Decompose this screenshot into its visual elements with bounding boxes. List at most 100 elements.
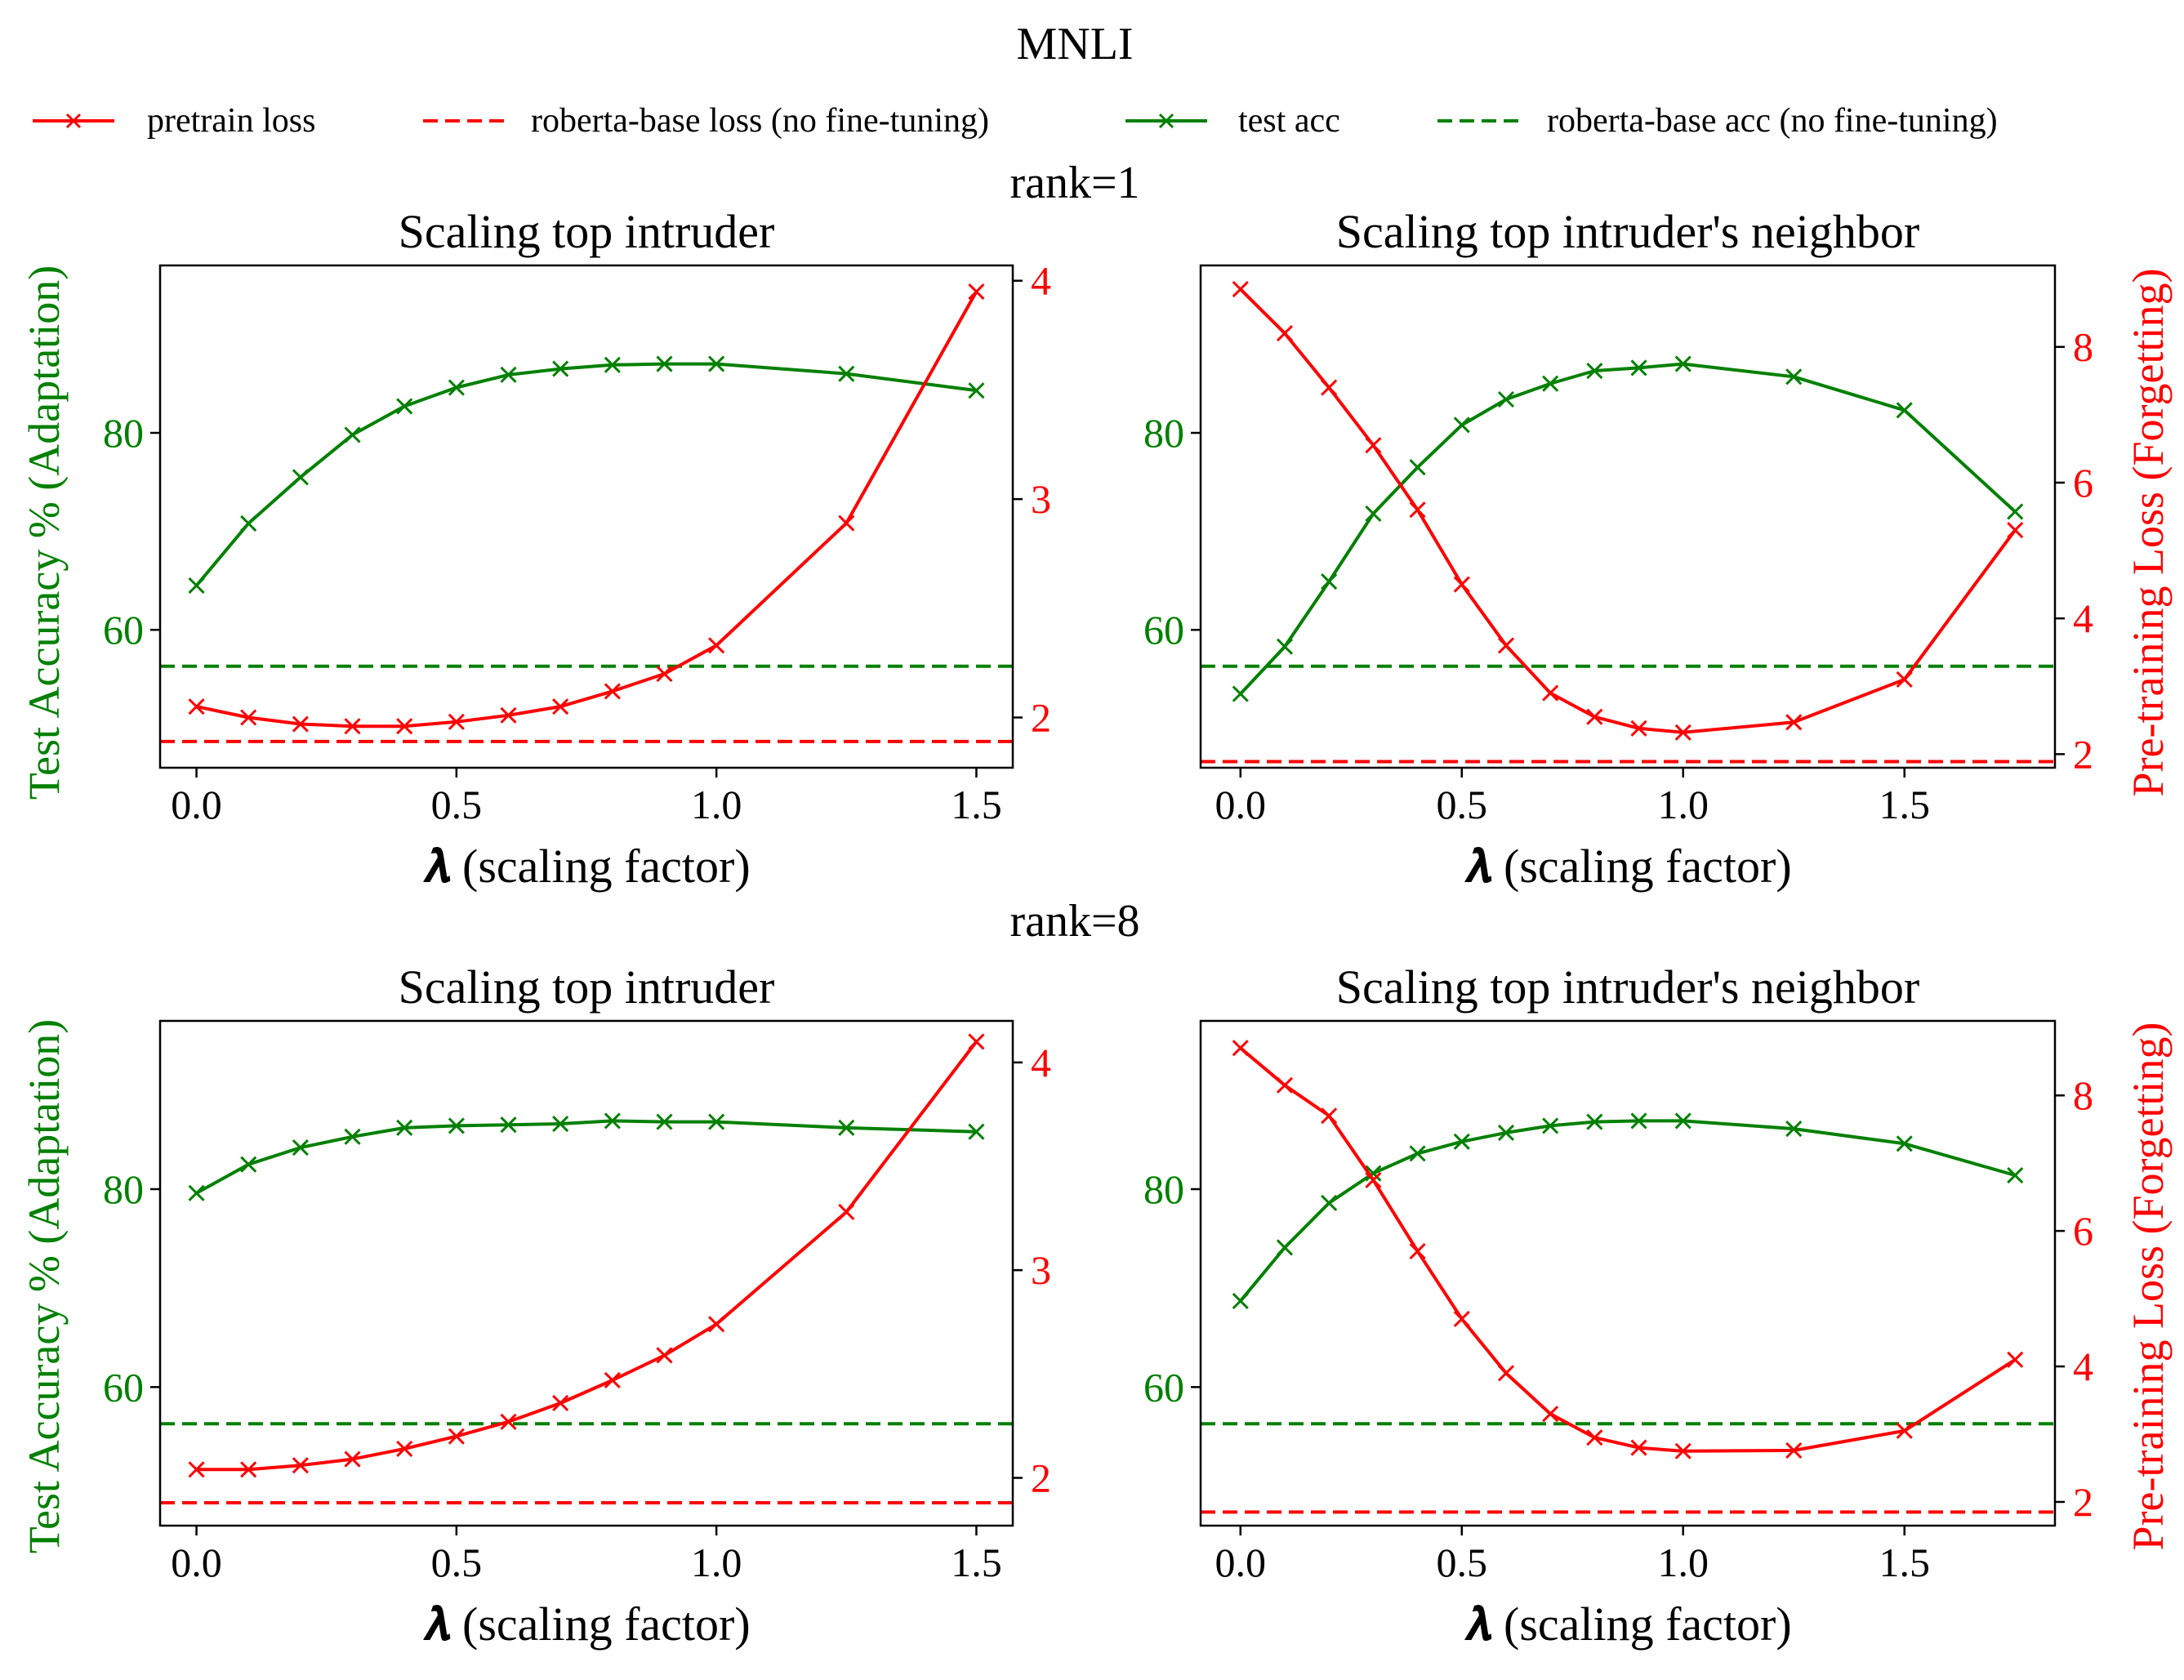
pretrain-loss-point [1542,684,1559,702]
test-acc-point [656,1113,673,1130]
x-tick-label: 0.5 [1437,1540,1488,1585]
y-tick-label-right: 3 [1031,1247,1051,1293]
panel-rank1-intruder-neighbor: Scaling top intruder's neighbor 0.0 0.5 1.0… [1143,205,2093,893]
test-acc-point [1497,390,1515,408]
y-tick-label-right: 4 [1031,1040,1051,1085]
pretrain-loss-point [1232,281,1249,298]
pretrain-loss-point [1497,1365,1515,1382]
y-tick-label-right: 6 [2073,1208,2093,1254]
legend: pretrain loss roberta-base loss (no fine… [33,102,1998,140]
right-ylabel-rank-1: Pre-training Loss (Forgetting) [2124,269,2173,797]
pretrain-loss-point [396,718,413,735]
right-ylabel-rank-8: Pre-training Loss (Forgetting) [2124,1023,2173,1551]
test-acc-point [1542,1117,1559,1134]
test-acc-point [708,1113,725,1130]
pretrain-loss-point [1409,501,1426,519]
legend-label-test-acc: test acc [1238,102,1340,140]
pretrain-loss-point [500,1413,517,1430]
x-tick-label: 1.0 [691,1540,742,1585]
pretrain-loss-point [1276,325,1294,342]
test-acc-point [188,577,205,594]
pretrain-loss-point [1586,708,1603,725]
y-tick-label-right: 2 [1031,695,1051,741]
left-ylabel-rank-8: Test Accuracy % (Adaptation) [20,1019,69,1553]
pretrain-loss-point [1630,720,1647,737]
legend-label-roberta-loss: roberta-base loss (no fine-tuning) [531,102,989,140]
pretrain-loss-point [500,706,517,724]
test-acc-point [1674,355,1691,372]
pretrain-loss-point [1497,637,1515,654]
test-acc-point [1321,573,1338,590]
pretrain-loss-line [1239,1046,2017,1453]
panel-rank1-top-intruder: Scaling top intruder 0.0 0.5 1.0 1.5 60 80 2 3 4 𝝀… [103,205,1051,893]
test-acc-line [1239,1119,2016,1303]
axes-frame [158,264,1014,769]
pretrain-loss-point [1542,1406,1559,1423]
axes-frame [158,1019,1014,1527]
pretrain-loss-point [968,1033,985,1050]
left-ylabel-rank-1: Test Accuracy % (Adaptation) [20,265,69,800]
legend-marker-pretrain-loss [65,113,82,129]
pretrain-loss-point [604,683,621,700]
pretrain-loss-point [838,515,855,532]
test-acc-point [838,365,855,382]
y-tick-label-right: 4 [1031,258,1051,304]
test-acc-point [292,469,309,486]
test-acc-point [1409,1145,1426,1162]
test-acc-point [1365,1165,1382,1182]
y-tick-label-right: 4 [2073,595,2093,641]
x-tick-label: 0.5 [431,1540,483,1585]
test-acc-point [1785,368,1803,385]
row-title-rank-8: rank=8 [1010,896,1139,947]
test-acc-point [1453,417,1470,434]
y-tick-label-left: 60 [103,1364,144,1410]
legend-marker-test-acc [1158,113,1174,129]
y-tick-label-right: 3 [1031,476,1051,522]
x-tick-label: 0.0 [171,1540,222,1585]
pretrain-loss-point [552,1394,569,1412]
test-acc-point [1630,1112,1647,1130]
x-axis-label: 𝝀 (scaling factor) [1464,840,1791,893]
pretrain-loss-point [1276,1076,1294,1094]
pretrain-loss-point [1785,1442,1803,1459]
test-acc-point [708,355,725,372]
pretrain-loss-point [1321,379,1338,396]
y-tick-label-left: 60 [1143,607,1184,653]
x-tick-label: 1.5 [951,1540,1002,1585]
pretrain-loss-line [1239,287,2017,734]
panel-rank8-intruder-neighbor: Scaling top intruder's neighbor 0.0 0.5 1.0… [1143,960,2093,1651]
test-acc-point [1409,459,1426,476]
test-acc-point [1453,1133,1470,1150]
test-acc-line [195,362,977,587]
figure-title: MNLI [1016,19,1133,69]
pretrain-loss-point [188,698,205,715]
y-tick-label-right: 4 [2073,1344,2093,1389]
test-acc-point [656,355,673,372]
test-acc-point [552,1115,569,1133]
test-acc-point [1497,1124,1515,1141]
pretrain-loss-point [344,718,361,735]
x-tick-label: 0.5 [431,782,483,827]
test-acc-point [1232,1292,1249,1309]
pretrain-loss-point [1674,724,1691,741]
pretrain-loss-point [344,1451,361,1468]
test-acc-point [1896,1135,1913,1152]
pretrain-loss-point [1785,714,1803,731]
x-axis-label: 𝝀 (scaling factor) [422,840,750,893]
pretrain-loss-point [604,1371,621,1389]
test-acc-point [1630,359,1647,377]
test-acc-point [1674,1112,1691,1130]
test-acc-point [2007,1166,2024,1184]
y-tick-label-left: 60 [103,607,144,653]
test-acc-point [292,1139,309,1156]
test-acc-point [240,1156,257,1173]
panel-title: Scaling top intruder's neighbor [1336,205,1919,258]
test-acc-point [1586,362,1603,380]
test-acc-point [2007,503,2024,520]
y-tick-label-left: 80 [103,410,144,456]
pretrain-loss-line [196,291,978,729]
panel-rank8-top-intruder: Scaling top intruder 0.0 0.5 1.0 1.5 60 80 2 3 4 𝝀… [103,960,1051,1651]
pretrain-loss-point [240,709,257,726]
pretrain-loss-point [1453,1310,1470,1328]
test-acc-point [500,366,517,383]
